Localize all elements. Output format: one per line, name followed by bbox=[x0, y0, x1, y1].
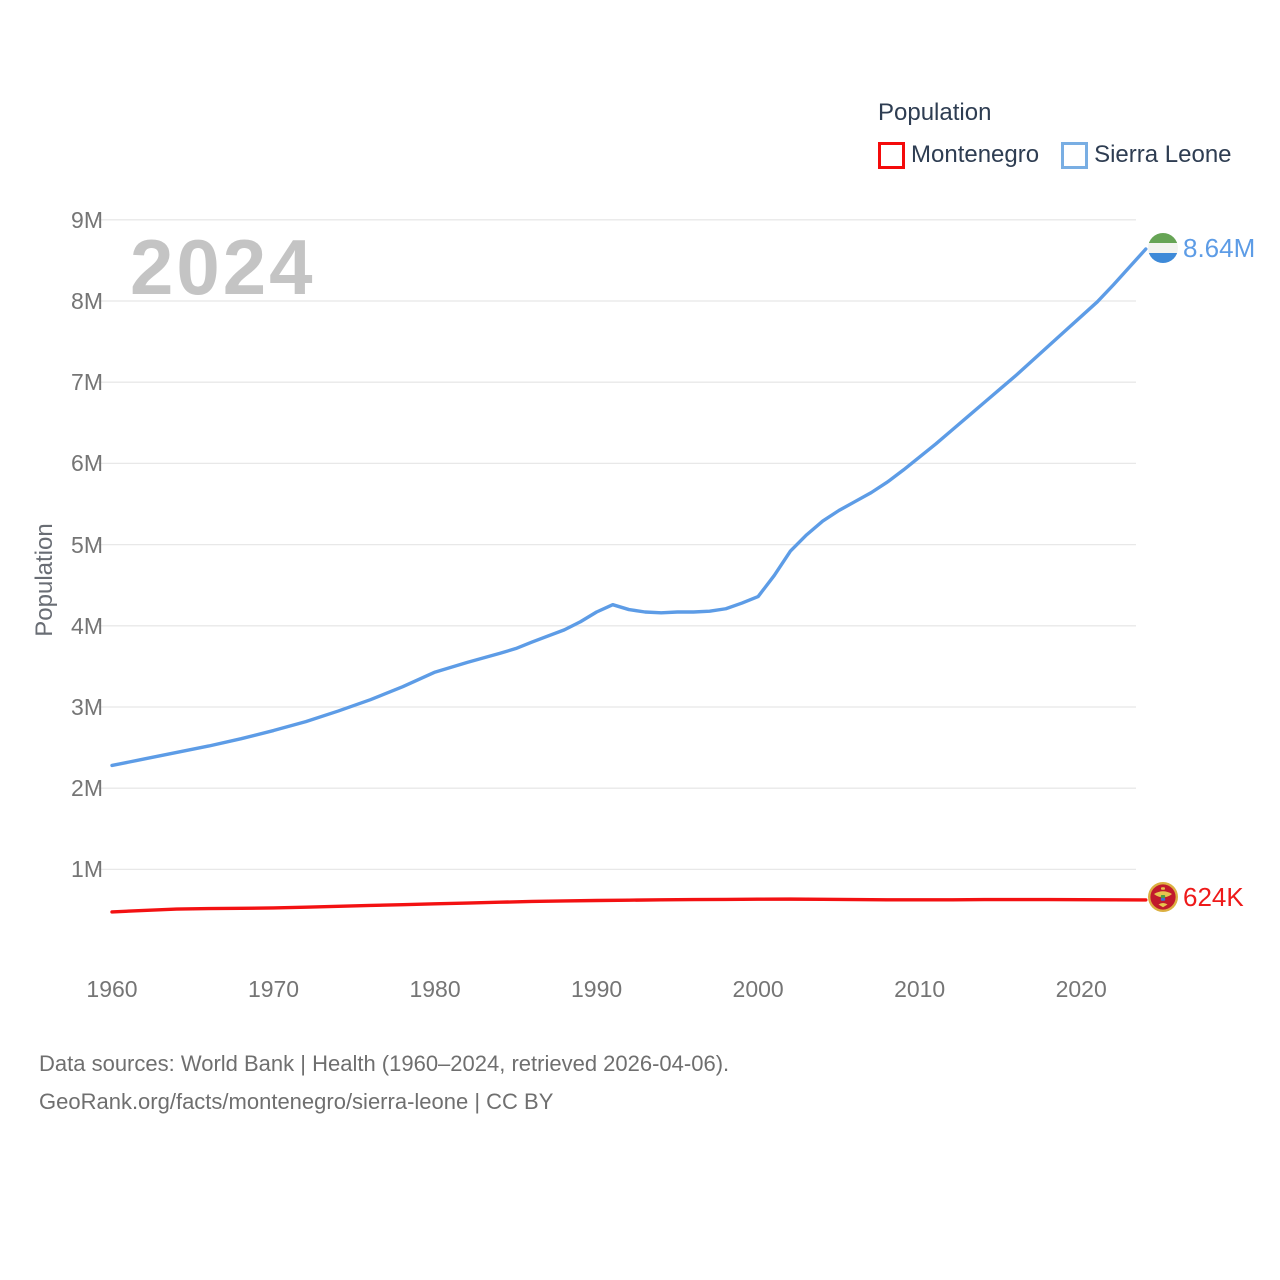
montenegro-swatch-icon bbox=[878, 141, 905, 169]
x-tick-label: 1960 bbox=[86, 976, 138, 1002]
footer-attribution-line: GeoRank.org/facts/montenegro/sierra-leon… bbox=[39, 1089, 554, 1114]
legend-item-sierra-leone[interactable]: Sierra Leone bbox=[1061, 141, 1232, 169]
sierra-leone-end-value: 8.64M bbox=[1183, 233, 1256, 263]
y-tick-label: 6M bbox=[71, 450, 103, 477]
x-tick-label: 2000 bbox=[732, 976, 784, 1002]
y-tick-label: 3M bbox=[71, 694, 103, 720]
montenegro-end-value: 624K bbox=[1183, 882, 1244, 912]
x-tick-label: 1980 bbox=[409, 976, 461, 1002]
montenegro-flag-icon bbox=[1148, 882, 1178, 912]
legend-label-montenegro: Montenegro bbox=[911, 141, 1040, 168]
y-tick-label: 4M bbox=[71, 612, 103, 639]
legend-label-sierra-leone: Sierra Leone bbox=[1094, 141, 1232, 168]
y-tick-label: 8M bbox=[71, 288, 103, 314]
series-line-sierra-leone bbox=[110, 247, 1148, 768]
montenegro-flag-graphic bbox=[1148, 882, 1178, 912]
sierra-leone-flag-icon bbox=[1148, 233, 1178, 263]
year-watermark: 2024 bbox=[130, 223, 316, 311]
y-tick-label: 7M bbox=[71, 369, 103, 396]
sierra-leone-swatch-icon bbox=[1061, 141, 1089, 169]
legend-items: Montenegro Sierra Leone bbox=[878, 141, 1232, 169]
legend-title: Population bbox=[878, 99, 992, 126]
footer-sources-line: Data sources: World Bank | Health (1960–… bbox=[39, 1051, 730, 1076]
footer: Data sources: World Bank | Health (1960–… bbox=[39, 1045, 729, 1121]
series-line-montenegro bbox=[110, 897, 1148, 914]
x-tick-label: 1970 bbox=[247, 976, 300, 1002]
legend: Population Montenegro Sierra Leone bbox=[878, 99, 1232, 169]
x-tick-label: 2020 bbox=[1055, 976, 1107, 1002]
y-tick-label: 9M bbox=[71, 206, 103, 233]
y-tick-label: 1M bbox=[71, 856, 103, 883]
x-tick-label: 2010 bbox=[894, 976, 946, 1002]
y-tick-label: 2M bbox=[71, 775, 103, 802]
legend-item-montenegro[interactable]: Montenegro bbox=[878, 141, 1039, 169]
y-tick-label: 5M bbox=[71, 531, 103, 558]
x-tick-label: 1990 bbox=[571, 976, 623, 1002]
